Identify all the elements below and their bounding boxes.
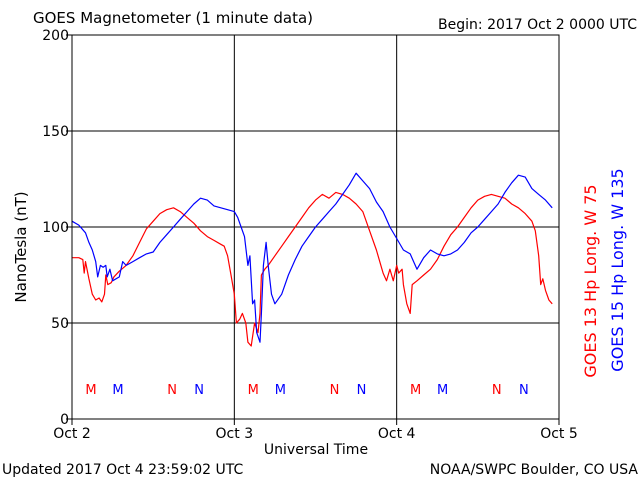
updated-timestamp: Updated 2017 Oct 4 23:59:02 UTC [2,462,243,478]
x-tick-label: Oct 3 [216,426,254,442]
chart-title: GOES Magnetometer (1 minute data) [33,9,313,27]
series-line-goes13 [72,191,553,347]
y-tick-label: 50 [51,316,69,332]
y-tick-label: 0 [60,412,69,428]
annotation-label: M [85,383,96,398]
legend-goes13: GOES 13 Hp Long. W 75 [581,184,600,377]
annotation-label: N [492,383,502,398]
plot-frame [71,34,560,420]
annotation-label: M [275,383,286,398]
series-line-goes15 [71,172,553,343]
x-tick-label: Oct 2 [53,426,91,442]
series-lines [71,172,553,347]
annotation-label: N [519,383,529,398]
annotation-label: M [248,383,259,398]
annotation-label: N [357,383,367,398]
y-axis-ticks: 0 50 100 150 200 [42,28,72,428]
annotation-label: N [330,383,340,398]
x-axis-ticks: Oct 2 Oct 3 Oct 4 Oct 5 [53,419,578,442]
annotation-label: M [437,383,448,398]
source-credit: NOAA/SWPC Boulder, CO USA [430,462,639,478]
annotation-label: M [112,383,123,398]
x-axis-label: Universal Time [264,442,368,458]
annotation-label: N [194,383,204,398]
y-tick-label: 100 [42,220,69,236]
y-axis-label: NanoTesla (nT) [12,191,30,302]
y-tick-label: 150 [42,124,69,140]
begin-label: Begin: 2017 Oct 2 0000 UTC [438,17,637,33]
y-tick-label: 200 [42,28,69,44]
legend-goes15: GOES 15 Hp Long. W 135 [608,168,627,371]
annotation-label: N [167,383,177,398]
annotation-label: M [410,383,421,398]
x-tick-label: Oct 4 [378,426,416,442]
x-tick-label: Oct 5 [540,426,578,442]
